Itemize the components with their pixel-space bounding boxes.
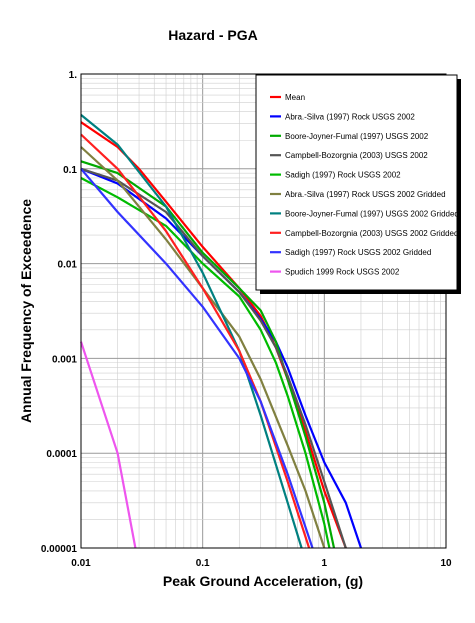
legend-entry: Boore-Joyner-Fumal (1997) USGS 2002	[285, 132, 429, 141]
tick-labels: 0.01 0.1 1 10 1. 0.1 0.01 0.001 0.0001 0.00001	[41, 70, 452, 569]
legend: Mean Abra.-Silva (1997) Rock USGS 2002 Boo…	[255, 74, 461, 294]
legend-entry: Boore-Joyner-Fumal (1997) USGS 2002 Grid…	[285, 209, 459, 218]
x-tick-label: 0.1	[196, 558, 210, 569]
series-line-1	[80, 121, 347, 549]
x-tick-label: 1	[322, 558, 328, 569]
y-tick-label: 0.001	[52, 354, 77, 365]
series-line-8	[80, 133, 311, 549]
legend-entry: Mean	[285, 93, 305, 102]
series-line-3	[80, 160, 336, 549]
legend-items: Mean Abra.-Silva (1997) Rock USGS 2002 Boo…	[270, 93, 459, 277]
series-line-5	[80, 177, 331, 549]
series-line-7	[80, 114, 303, 549]
legend-entry: Abra.-Silva (1997) Rock USGS 2002 Gridde…	[285, 190, 446, 199]
plot-frame	[80, 73, 447, 549]
legend-entry: Sadigh (1997) Rock USGS 2002	[285, 171, 401, 180]
series-line-6	[80, 146, 326, 549]
series-line-4	[80, 167, 347, 549]
series-layer	[79, 114, 363, 549]
legend-entry: Campbell-Bozorgnia (2003) USGS 2002	[285, 151, 428, 160]
y-tick-label: 0.00001	[41, 544, 78, 555]
legend-entry: Abra.-Silva (1997) Rock USGS 2002	[285, 112, 415, 121]
y-tick-label: 0.01	[58, 260, 78, 271]
series-line-9	[80, 168, 314, 549]
y-tick-label: 1.	[69, 70, 78, 81]
x-tick-label: 0.01	[71, 558, 91, 569]
legend-entry: Spudich 1999 Rock USGS 2002	[285, 268, 400, 277]
legend-box	[255, 74, 458, 291]
y-tick-label: 0.1	[63, 165, 77, 176]
series-line-10	[79, 341, 137, 549]
series-line-2	[80, 167, 363, 549]
y-tick-label: 0.0001	[46, 449, 77, 460]
legend-entry: Sadigh (1997) Rock USGS 2002 Gridded	[285, 248, 431, 257]
legend-entry: Campbell-Bozorgnia (2003) USGS 2002 Grid…	[285, 229, 458, 238]
y-axis-label: Annual Frequency of Exceedence	[18, 199, 34, 423]
x-axis-label: Peak Ground Acceleration, (g)	[163, 573, 363, 589]
chart-title: Hazard - PGA	[168, 27, 257, 43]
x-tick-label: 10	[440, 558, 452, 569]
